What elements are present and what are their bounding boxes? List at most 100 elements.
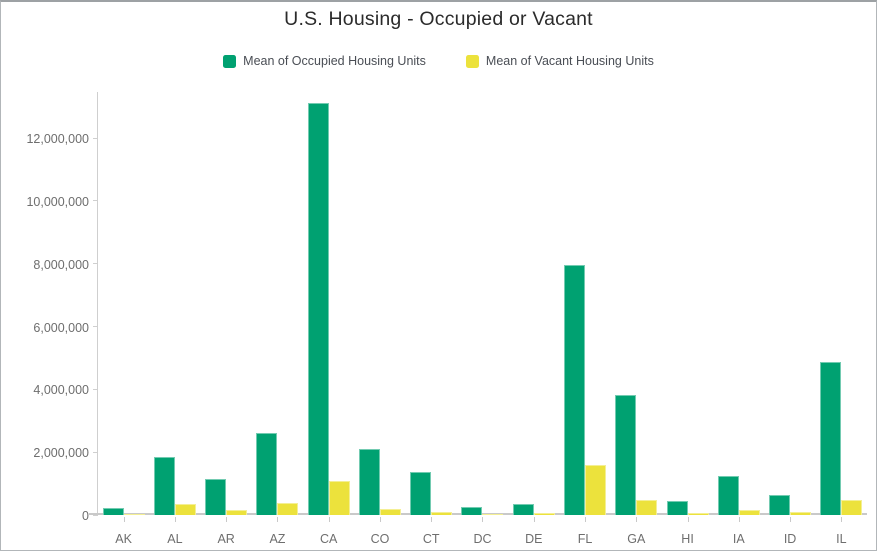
bar-group-ia: IA — [713, 92, 764, 546]
bar-group-ca: CA — [303, 92, 354, 546]
bar-group-ak: AK — [98, 92, 149, 546]
x-axis-label-id: ID — [783, 532, 797, 546]
bar-az-vacant[interactable] — [277, 503, 299, 515]
x-axis-tick — [379, 517, 381, 522]
bar-de-vacant[interactable] — [533, 513, 555, 515]
x-axis-tick — [226, 517, 228, 522]
x-axis-tick — [328, 517, 330, 522]
x-axis-label-dc: DC — [473, 532, 492, 546]
bar-dc-vacant[interactable] — [482, 513, 504, 515]
bar-id-occupied[interactable] — [769, 495, 791, 515]
legend-item-label: Mean of Occupied Housing Units — [243, 54, 426, 68]
x-axis-tick — [482, 517, 484, 522]
bar-group-ga: GA — [611, 92, 662, 546]
bar-al-vacant[interactable] — [174, 504, 196, 515]
x-axis-label-il: IL — [836, 532, 847, 546]
x-axis-label-hi: HI — [681, 532, 694, 546]
bar-hi-vacant[interactable] — [687, 512, 709, 515]
bar-co-occupied[interactable] — [358, 449, 380, 515]
y-axis-tick — [93, 200, 98, 202]
bar-ia-occupied[interactable] — [717, 475, 739, 515]
x-axis-label-de: DE — [525, 532, 543, 546]
x-axis-tick — [174, 517, 176, 522]
legend-swatch-icon — [223, 54, 237, 68]
y-axis-label: 8,000,000 — [33, 257, 89, 272]
x-axis-tick — [687, 517, 689, 522]
bar-ar-vacant[interactable] — [226, 509, 248, 515]
y-axis-tick — [93, 388, 98, 390]
chart-title: U.S. Housing - Occupied or Vacant — [284, 8, 593, 30]
bar-group-ar: AR — [201, 92, 252, 546]
bar-group-id: ID — [764, 92, 815, 546]
legend-item-vacant[interactable]: Mean of Vacant Housing Units — [465, 54, 654, 68]
bar-id-vacant[interactable] — [790, 512, 812, 515]
x-axis-label-al: AL — [167, 532, 183, 546]
bar-ca-occupied[interactable] — [307, 103, 329, 515]
x-axis-tick — [123, 517, 125, 522]
x-axis-label-ca: CA — [320, 532, 338, 546]
x-axis-tick — [636, 517, 638, 522]
y-axis-tick — [93, 137, 98, 139]
bar-az-occupied[interactable] — [256, 433, 278, 515]
bar-group-il: IL — [816, 92, 867, 546]
bar-co-vacant[interactable] — [379, 509, 401, 515]
x-axis-tick — [431, 517, 433, 522]
bar-group-de: DE — [508, 92, 559, 546]
bar-ga-occupied[interactable] — [615, 394, 637, 515]
bar-il-occupied[interactable] — [820, 361, 842, 515]
y-axis-label: 0 — [82, 509, 89, 523]
bar-de-occupied[interactable] — [512, 504, 534, 515]
y-axis-tick — [93, 451, 98, 453]
bar-ia-vacant[interactable] — [738, 510, 760, 515]
x-axis-label-fl: FL — [577, 532, 593, 546]
bar-fl-occupied[interactable] — [564, 265, 586, 515]
bar-group-az: AZ — [252, 92, 303, 546]
bar-groups: AK AL AR AZ CA CO CT DC DE FL GA HI IA ID IL — [98, 92, 867, 546]
x-axis-tick — [533, 517, 535, 522]
x-axis-label-co: CO — [370, 532, 390, 546]
bar-il-vacant[interactable] — [841, 499, 863, 515]
y-axis-label: 4,000,000 — [33, 383, 89, 398]
y-axis-label: 6,000,000 — [33, 320, 89, 335]
bar-hi-occupied[interactable] — [666, 501, 688, 515]
x-axis-tick — [841, 517, 843, 522]
bar-group-al: AL — [149, 92, 200, 546]
x-axis-label-ar: AR — [217, 532, 235, 546]
bar-ar-occupied[interactable] — [205, 479, 227, 515]
x-axis-tick — [790, 517, 792, 522]
x-axis-tick — [738, 517, 740, 522]
bar-ga-vacant[interactable] — [636, 500, 658, 515]
bar-group-dc: DC — [457, 92, 508, 546]
bar-group-ct: CT — [406, 92, 457, 546]
bar-fl-vacant[interactable] — [585, 464, 607, 515]
y-axis-label: 12,000,000 — [26, 132, 89, 146]
y-axis-label: 10,000,000 — [26, 194, 89, 209]
bar-group-co: CO — [354, 92, 405, 546]
bar-ak-occupied[interactable] — [102, 507, 124, 515]
bar-dc-occupied[interactable] — [461, 507, 483, 515]
bar-group-fl: FL — [559, 92, 610, 546]
legend: Mean of Occupied Housing Units Mean of Va… — [1, 54, 876, 68]
legend-swatch-icon — [465, 54, 479, 68]
bar-ak-vacant[interactable] — [123, 513, 145, 515]
x-axis-tick — [277, 517, 279, 522]
y-axis-tick — [93, 263, 98, 265]
bar-ct-occupied[interactable] — [410, 472, 432, 515]
bar-al-occupied[interactable] — [153, 456, 175, 515]
x-axis-label-ga: GA — [627, 532, 646, 546]
legend-item-occupied[interactable]: Mean of Occupied Housing Units — [223, 54, 426, 68]
bar-ct-vacant[interactable] — [431, 511, 453, 515]
y-axis-tick — [93, 326, 98, 327]
bar-ca-vacant[interactable] — [328, 481, 350, 515]
x-axis-label-ak: AK — [115, 532, 132, 546]
y-axis-tick — [93, 514, 98, 516]
plot-area: 0 2,000,000 4,000,000 6,000,000 8,000,000 10,… — [26, 92, 867, 546]
x-axis-label-az: AZ — [269, 532, 286, 546]
x-axis-label-ct: CT — [422, 532, 440, 546]
x-axis-label-ia: IA — [732, 532, 745, 546]
x-axis-tick — [585, 517, 587, 522]
legend-item-label: Mean of Vacant Housing Units — [485, 54, 654, 68]
bar-group-hi: HI — [662, 92, 713, 546]
y-axis-label: 2,000,000 — [33, 446, 89, 461]
